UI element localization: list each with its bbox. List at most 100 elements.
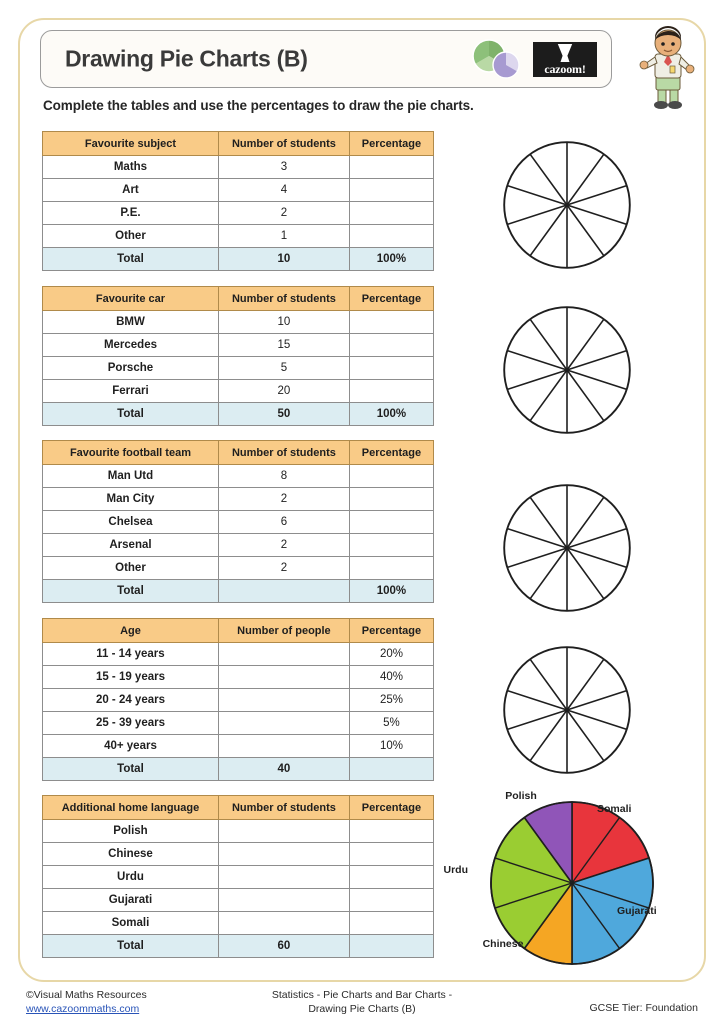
table-row: 15 - 19 years 40%	[42, 665, 435, 689]
total-cell: Total	[42, 934, 219, 958]
column-header: Favourite subject	[42, 131, 219, 156]
copyright-text: ©Visual Maths Resources	[26, 989, 147, 1001]
total-cell: 60	[217, 934, 350, 958]
title-bar: Drawing Pie Charts (B)	[40, 30, 612, 88]
answer-cell[interactable]	[348, 842, 435, 866]
answer-cell[interactable]	[348, 911, 435, 935]
website-link[interactable]: www.cazoommaths.com	[26, 1003, 140, 1015]
table-cell: 20 - 24 years	[42, 688, 219, 712]
table-cell: 10%	[348, 734, 435, 758]
table-cell: BMW	[42, 310, 219, 334]
table-cell: Mercedes	[42, 333, 219, 357]
answer-cell[interactable]	[217, 911, 350, 935]
table-row: Maths 3	[42, 155, 435, 179]
answer-cell[interactable]	[348, 224, 435, 248]
answer-cell[interactable]	[348, 155, 435, 179]
answer-cell[interactable]	[348, 510, 435, 534]
table-row: Ferrari 20	[42, 379, 435, 403]
pie-logo-svg	[472, 39, 520, 79]
answer-cell[interactable]	[348, 464, 435, 488]
total-cell: Total	[42, 579, 219, 603]
answer-cell[interactable]	[348, 310, 435, 334]
column-header: Percentage	[348, 440, 435, 465]
table-cell: 15 - 19 years	[42, 665, 219, 689]
column-header: Number of people	[217, 618, 350, 643]
pie-label-polish: Polish	[505, 790, 537, 802]
answer-cell[interactable]	[348, 201, 435, 225]
answer-cell[interactable]	[217, 642, 350, 666]
answer-cell[interactable]	[348, 533, 435, 557]
answer-cell[interactable]	[217, 711, 350, 735]
answer-cell[interactable]	[348, 356, 435, 380]
column-header: Percentage	[348, 286, 435, 311]
total-row: Total 60	[42, 934, 435, 958]
answer-cell[interactable]	[348, 819, 435, 843]
table-favourite-subject: Favourite subject Number of students Perce…	[42, 131, 435, 271]
answer-cell[interactable]	[217, 819, 350, 843]
table-row: Other 2	[42, 556, 435, 580]
instruction-text: Complete the tables and use the percenta…	[43, 98, 474, 113]
answer-cell[interactable]	[348, 556, 435, 580]
table-additional-home-language: Additional home language Number of studen…	[42, 795, 435, 958]
answer-cell[interactable]	[217, 688, 350, 712]
answer-cell[interactable]	[348, 178, 435, 202]
answer-cell[interactable]	[217, 579, 350, 603]
answer-cell[interactable]	[217, 734, 350, 758]
total-cell: 100%	[348, 402, 435, 426]
footer-topic-line2: Drawing Pie Charts (B)	[308, 1003, 416, 1015]
total-cell: 40	[217, 757, 350, 781]
blank-pie-chart-2[interactable]	[502, 305, 632, 435]
table-cell: 3	[217, 155, 350, 179]
table-cell: Other	[42, 224, 219, 248]
answer-cell[interactable]	[217, 888, 350, 912]
table-row: Gujarati	[42, 888, 435, 912]
footer-tier: GCSE Tier: Foundation	[589, 1002, 698, 1014]
blank-pie-chart-3[interactable]	[502, 483, 632, 613]
table-header-row: Favourite subject Number of students Perce…	[42, 131, 435, 156]
table-cell: 5%	[348, 711, 435, 735]
answer-cell[interactable]	[348, 888, 435, 912]
answer-cell[interactable]	[348, 487, 435, 511]
total-cell: Total	[42, 247, 219, 271]
table-cell: 6	[217, 510, 350, 534]
student-mascot-icon	[636, 26, 700, 112]
table-age: Age Number of people Percentage 11 - 14 yea…	[42, 618, 435, 781]
answer-cell[interactable]	[348, 934, 435, 958]
column-header: Age	[42, 618, 219, 643]
total-cell: Total	[42, 402, 219, 426]
table-header-row: Favourite football team Number of student…	[42, 440, 435, 465]
table-row: 40+ years 10%	[42, 734, 435, 758]
table-header-row: Age Number of people Percentage	[42, 618, 435, 643]
pie-label-chinese: Chinese	[482, 938, 524, 950]
answer-cell[interactable]	[348, 757, 435, 781]
table-cell: Somali	[42, 911, 219, 935]
table-cell: Urdu	[42, 865, 219, 889]
answer-cell[interactable]	[348, 333, 435, 357]
answer-cell[interactable]	[348, 379, 435, 403]
answer-cell[interactable]	[217, 665, 350, 689]
answer-cell[interactable]	[348, 865, 435, 889]
footer-center: Statistics - Pie Charts and Bar Charts -…	[0, 988, 724, 1016]
table-row: Polish	[42, 819, 435, 843]
table-cell: Ferrari	[42, 379, 219, 403]
total-cell: 10	[217, 247, 350, 271]
table-row: 25 - 39 years 5%	[42, 711, 435, 735]
table-row: P.E. 2	[42, 201, 435, 225]
table-row: Chelsea 6	[42, 510, 435, 534]
table-cell: 40+ years	[42, 734, 219, 758]
table-cell: 8	[217, 464, 350, 488]
answer-cell[interactable]	[217, 842, 350, 866]
blank-pie-chart-1[interactable]	[502, 140, 632, 270]
pie-logo-icon	[469, 36, 527, 82]
total-cell: 50	[217, 402, 350, 426]
cazoom-wordmark-text: cazoom!	[533, 62, 597, 77]
answer-cell[interactable]	[217, 865, 350, 889]
blank-pie-chart-4[interactable]	[502, 645, 632, 775]
table-row: Other 1	[42, 224, 435, 248]
table-row: Arsenal 2	[42, 533, 435, 557]
table-cell: 2	[217, 533, 350, 557]
table-cell: Chelsea	[42, 510, 219, 534]
table-cell: Other	[42, 556, 219, 580]
table-row: Man Utd 8	[42, 464, 435, 488]
